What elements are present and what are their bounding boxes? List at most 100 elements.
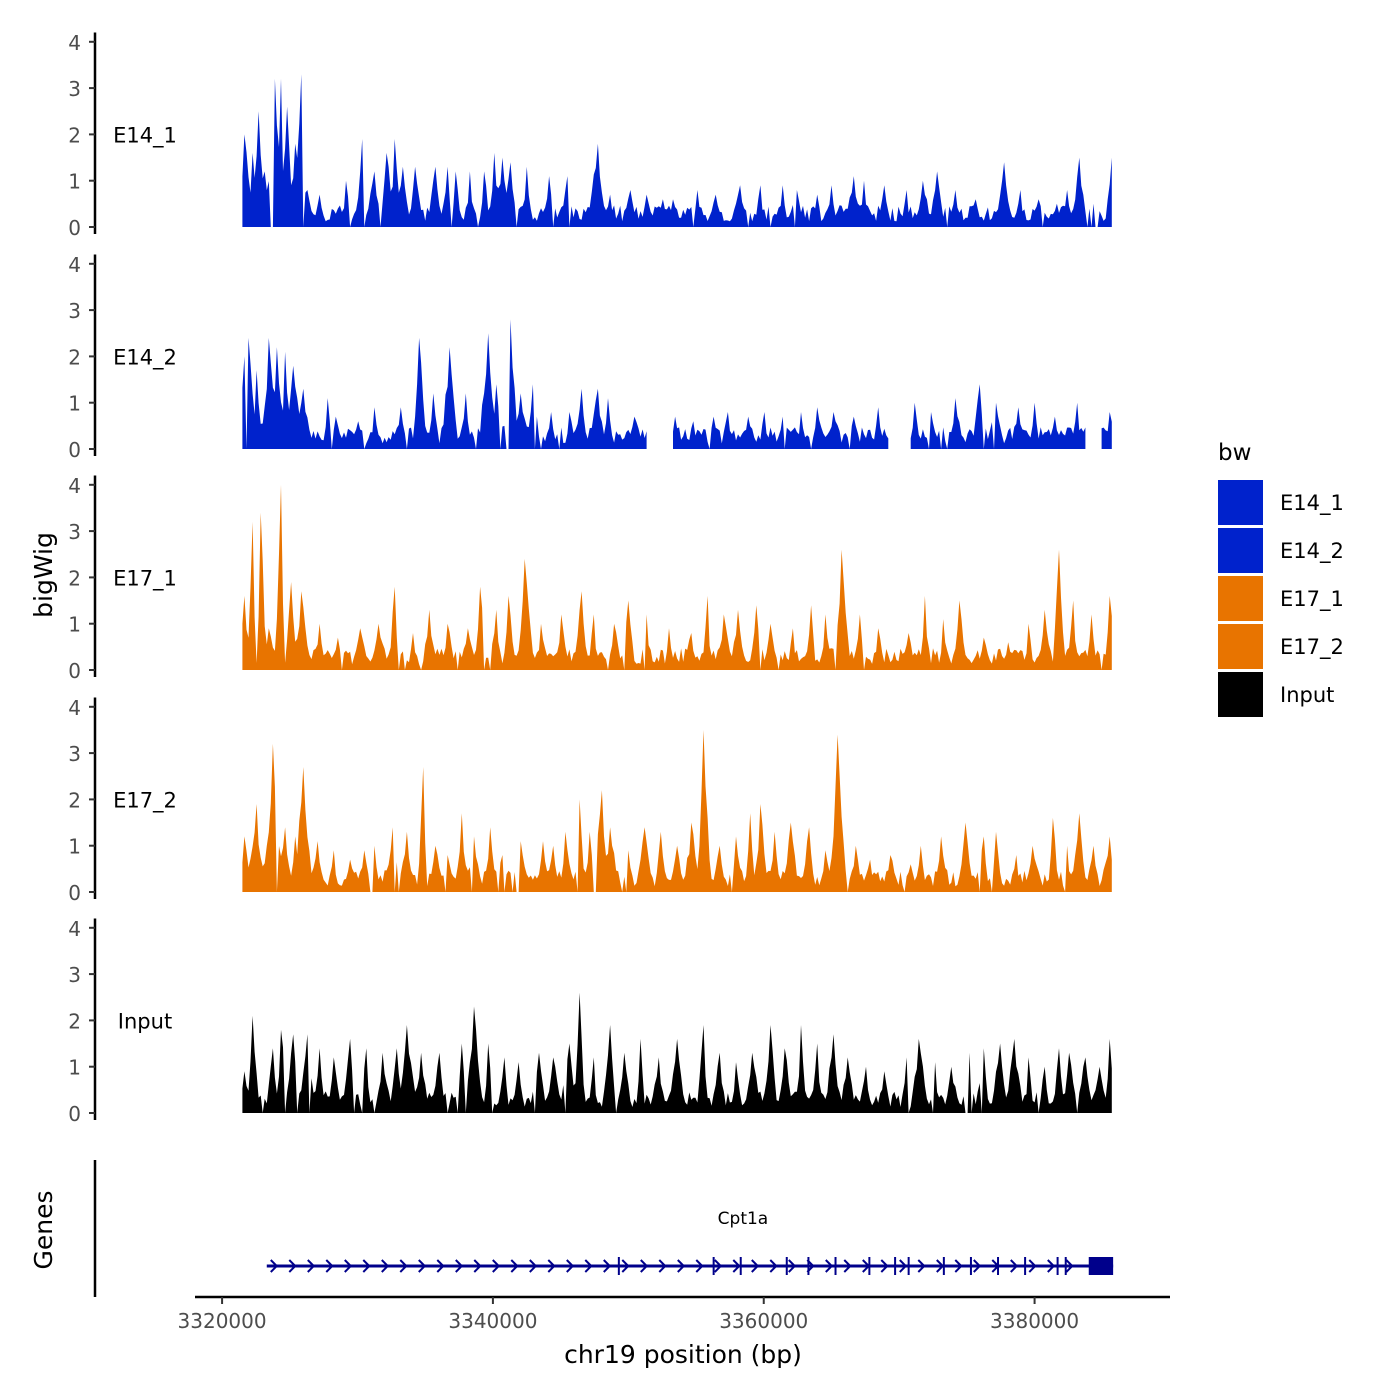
legend: bw E14_1 E14_2 E17_1 E17_2 Input [1218, 440, 1344, 717]
strand-arrow [584, 1259, 593, 1273]
y-tick-label: 4 [68, 474, 81, 498]
x-tick-label: 3380000 [990, 1309, 1079, 1333]
strand-arrow [492, 1259, 501, 1273]
track-label: E14_1 [113, 123, 177, 148]
legend-label: E14_1 [1280, 491, 1344, 516]
track-label: E17_2 [113, 788, 177, 813]
y-tick-label: 3 [68, 520, 81, 544]
legend-label: E14_2 [1280, 539, 1344, 564]
strand-arrow [270, 1259, 279, 1273]
strand-arrow [399, 1259, 408, 1273]
track-label: E14_2 [113, 345, 177, 370]
legend-key-E17_2 [1218, 624, 1263, 669]
y-tick-label: 1 [68, 392, 81, 416]
x-axis: 3320000 3340000 3360000 3380000 [178, 1295, 1170, 1333]
strand-arrow [344, 1259, 353, 1273]
strand-arrow [381, 1259, 390, 1273]
strand-arrow [973, 1259, 982, 1273]
legend-label: E17_1 [1280, 587, 1344, 612]
signal-tracks: 0 1 2 3 4 E14_1 0 1 2 3 4 E14_2 0 1 2 3 4 E17_1 0 1 2 3 4 E17_2… [68, 31, 1112, 1126]
strand-arrow [954, 1259, 963, 1273]
strand-arrow [1047, 1259, 1056, 1273]
y-tick-label: 1 [68, 613, 81, 637]
y-tick-label: 1 [68, 1056, 81, 1080]
gene-name-label: Cpt1a [718, 1209, 769, 1229]
x-axis-title: chr19 position (bp) [564, 1340, 802, 1369]
y-tick-label: 1 [68, 170, 81, 194]
strand-arrow [843, 1259, 852, 1273]
y-tick-label: 2 [68, 566, 81, 590]
x-tick-label: 3320000 [178, 1309, 267, 1333]
strand-arrow [547, 1259, 556, 1273]
gene-track-title: Genes [29, 1190, 58, 1269]
x-tick-label: 3340000 [448, 1309, 537, 1333]
legend-key-E17_1 [1218, 576, 1263, 621]
gene-terminal-exon [1088, 1257, 1114, 1275]
track-E14_1: 0 1 2 3 4 E14_1 [68, 31, 1112, 240]
y-tick-label: 4 [68, 696, 81, 720]
y-tick-label: 4 [68, 253, 81, 277]
signal-area-E17_2 [242, 730, 1112, 892]
strand-arrow [307, 1259, 316, 1273]
strand-arrow [529, 1259, 538, 1273]
track-Input: 0 1 2 3 4 Input [68, 917, 1112, 1126]
y-tick-label: 2 [68, 123, 81, 147]
strand-arrow [677, 1259, 686, 1273]
strand-arrow [510, 1259, 519, 1273]
y-tick-label: 0 [68, 216, 81, 240]
y-tick-label: 0 [68, 881, 81, 905]
track-E17_2: 0 1 2 3 4 E17_2 [68, 696, 1112, 905]
y-tick-label: 0 [68, 659, 81, 683]
y-tick-label: 0 [68, 438, 81, 462]
strand-arrow [658, 1259, 667, 1273]
strand-arrow [880, 1259, 889, 1273]
y-tick-label: 3 [68, 77, 81, 101]
y-tick-label: 3 [68, 742, 81, 766]
signal-area-E17_1 [242, 484, 1112, 670]
strand-arrow [714, 1259, 723, 1273]
signal-area-E14_1 [242, 74, 1112, 227]
strand-arrow [732, 1259, 741, 1273]
strand-arrow [621, 1259, 630, 1273]
strand-arrow [825, 1259, 834, 1273]
strand-arrow [640, 1259, 649, 1273]
strand-arrow [418, 1259, 427, 1273]
signal-area-E14_2 [242, 319, 1112, 449]
y-tick-label: 0 [68, 1102, 81, 1126]
x-tick-label: 3360000 [719, 1309, 808, 1333]
y-axis-title: bigWig [29, 532, 58, 618]
y-tick-label: 3 [68, 299, 81, 323]
legend-key-E14_1 [1218, 480, 1263, 525]
track-label: Input [118, 1009, 172, 1033]
y-tick-label: 4 [68, 31, 81, 55]
strand-arrow [751, 1259, 760, 1273]
strand-arrow [899, 1259, 908, 1273]
strand-arrow [455, 1259, 464, 1273]
y-tick-label: 2 [68, 1009, 81, 1033]
strand-arrow [936, 1259, 945, 1273]
track-E17_1: 0 1 2 3 4 E17_1 [68, 474, 1112, 683]
gene-track: Cpt1a [93, 1160, 1114, 1297]
strand-arrow [288, 1259, 297, 1273]
legend-key-E14_2 [1218, 528, 1263, 573]
strand-arrow [917, 1259, 926, 1273]
y-tick-label: 2 [68, 345, 81, 369]
y-tick-label: 4 [68, 917, 81, 941]
strand-arrow [788, 1259, 797, 1273]
legend-key-Input [1218, 672, 1263, 717]
strand-arrow [769, 1259, 778, 1273]
y-tick-label: 1 [68, 835, 81, 859]
strand-arrow [436, 1259, 445, 1273]
legend-title: bw [1218, 440, 1251, 466]
track-E14_2: 0 1 2 3 4 E14_2 [68, 253, 1112, 462]
strand-arrow [603, 1259, 612, 1273]
strand-arrow [1065, 1259, 1074, 1273]
strand-arrow [695, 1259, 704, 1273]
strand-arrow [566, 1259, 575, 1273]
strand-arrow [362, 1259, 371, 1273]
strand-arrow [1028, 1259, 1037, 1273]
strand-arrow [1010, 1259, 1019, 1273]
strand-arrow [325, 1259, 334, 1273]
strand-arrow [473, 1259, 482, 1273]
